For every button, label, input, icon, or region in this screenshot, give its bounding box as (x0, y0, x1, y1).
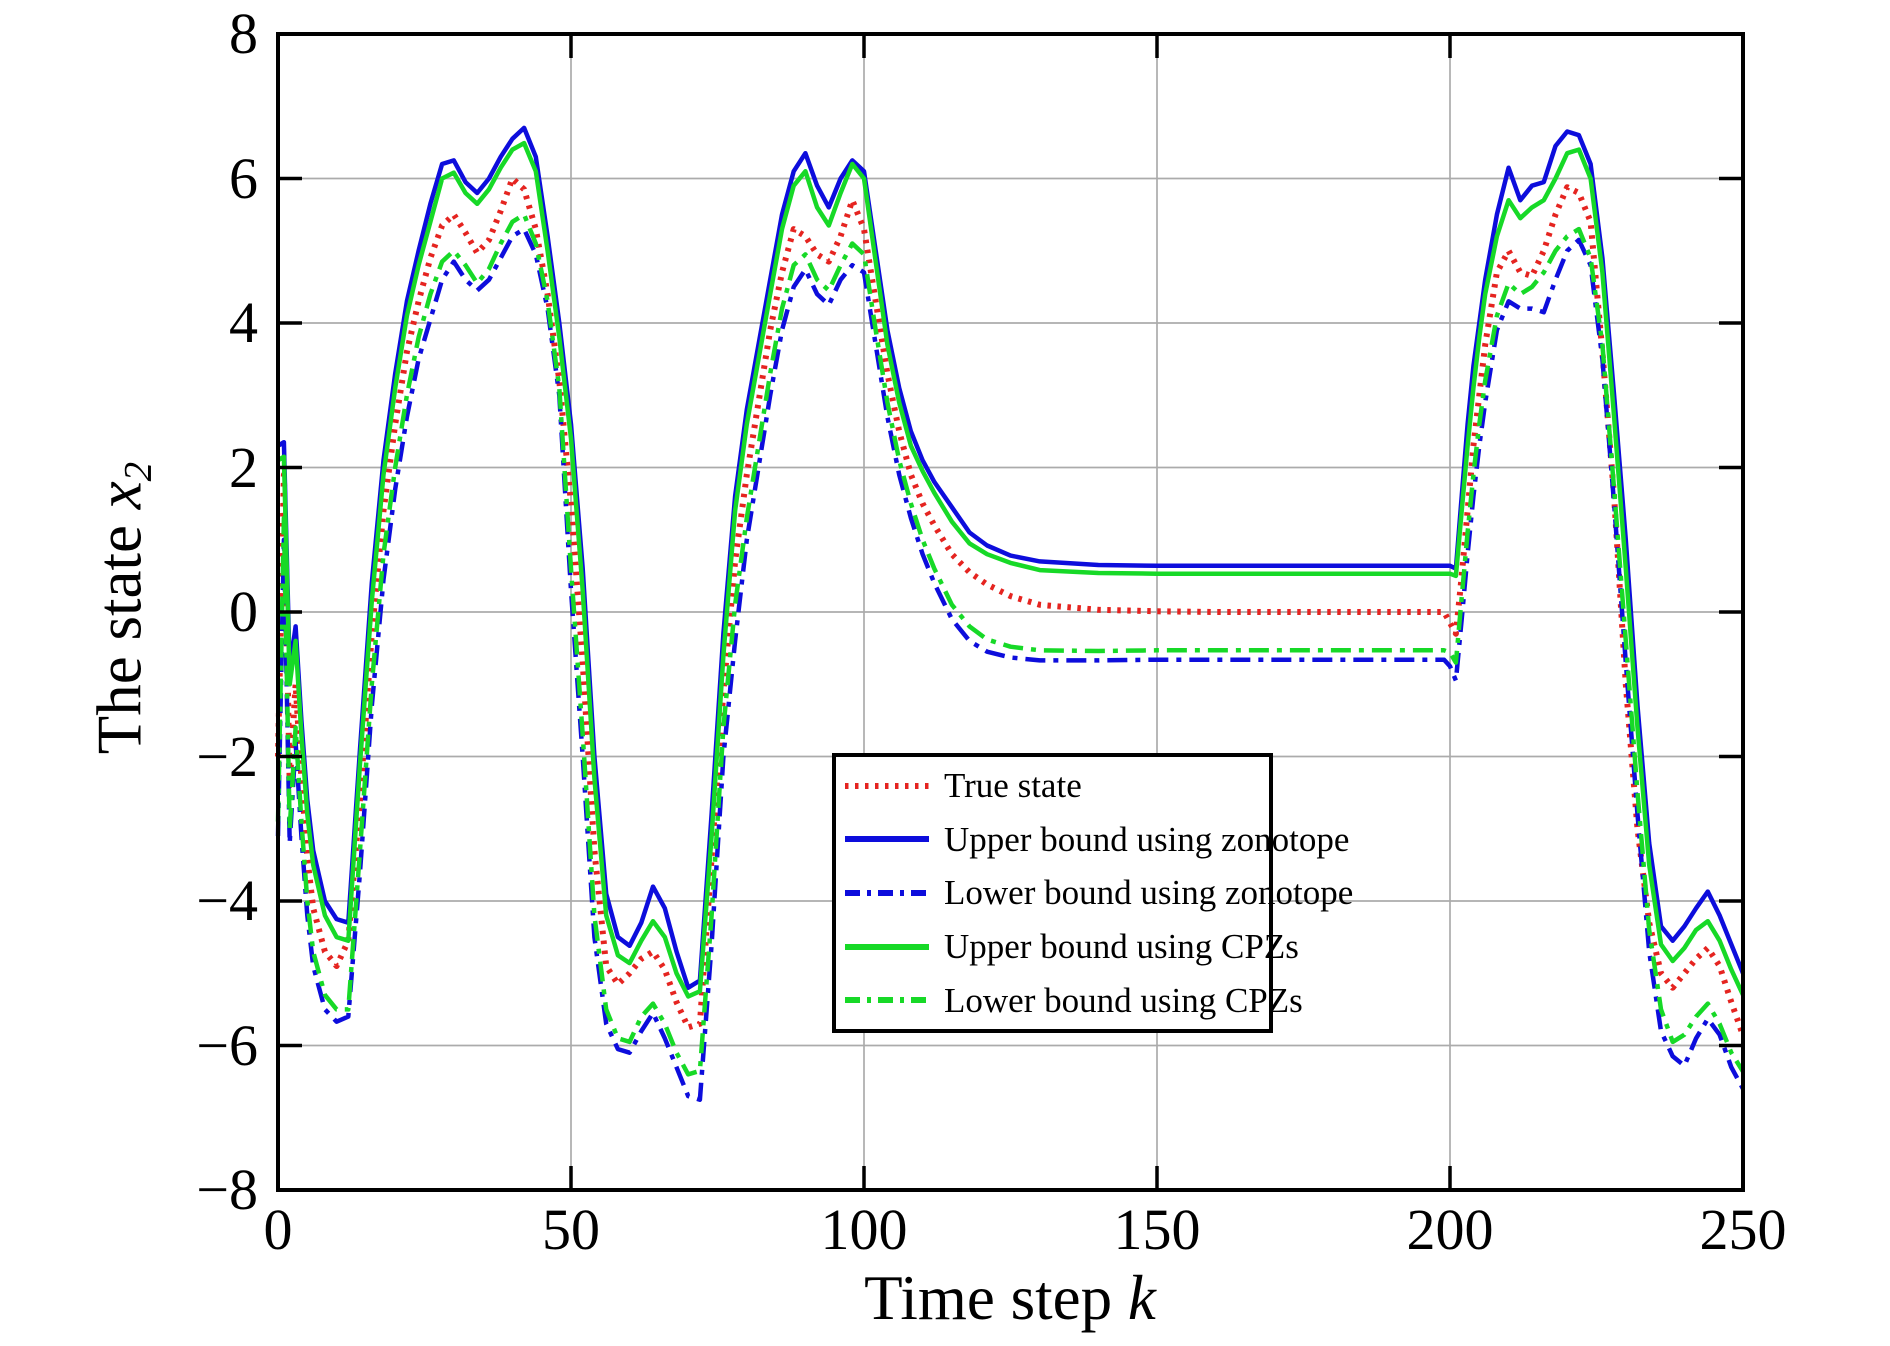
x-tick-label: 150 (1113, 1197, 1201, 1262)
y-tick-label: −2 (196, 723, 258, 789)
y-tick-label: 2 (229, 434, 258, 500)
y-tick-label: −6 (196, 1012, 258, 1078)
legend-label-lower-cpz: Lower bound using CPZs (944, 980, 1303, 1020)
x-tick-label: 200 (1406, 1197, 1494, 1262)
x-axis-variable: k (1127, 1263, 1156, 1333)
x-tick-label: 250 (1699, 1197, 1787, 1262)
legend-item-upper-cpz: Upper bound using CPZs (843, 922, 1299, 972)
legend-line-true-state-icon (845, 782, 929, 789)
legend: True state Upper bound using zonotope Lo… (832, 753, 1353, 1033)
y-tick-label: 8 (229, 1, 258, 66)
legend-label-lower-zonotope: Lower bound using zonotope (944, 873, 1354, 913)
x-tick-label: 50 (542, 1197, 600, 1262)
legend-label-upper-zonotope: Upper bound using zonotope (944, 819, 1350, 859)
x-tick-label: 0 (263, 1197, 293, 1262)
y-tick-label: −4 (196, 868, 258, 933)
legend-item-lower-zonotope: Lower bound using zonotope (843, 868, 1353, 918)
legend-item-upper-zonotope: Upper bound using zonotope (843, 814, 1349, 864)
legend-item-true-state: True state (843, 761, 1269, 811)
legend-line-lower-cpz-icon (845, 997, 929, 1004)
legend-label-upper-cpz: Upper bound using CPZs (944, 927, 1299, 967)
legend-label-true-state: True state (944, 766, 1082, 806)
legend-item-lower-cpz: Lower bound using CPZs (843, 975, 1303, 1025)
y-tick-label: −8 (196, 1157, 258, 1222)
legend-line-upper-cpz-icon (845, 943, 929, 950)
legend-line-lower-zonotope-icon (845, 889, 929, 896)
x-axis-label-text: Time step (864, 1263, 1128, 1333)
legend-line-upper-zonotope-icon (845, 836, 929, 843)
y-tick-label: 4 (229, 290, 258, 355)
x-axis-label: Time step k (695, 1262, 1325, 1335)
y-tick-label: 0 (229, 579, 258, 644)
x-tick-label: 100 (820, 1197, 908, 1262)
y-tick-label: 6 (229, 145, 258, 211)
